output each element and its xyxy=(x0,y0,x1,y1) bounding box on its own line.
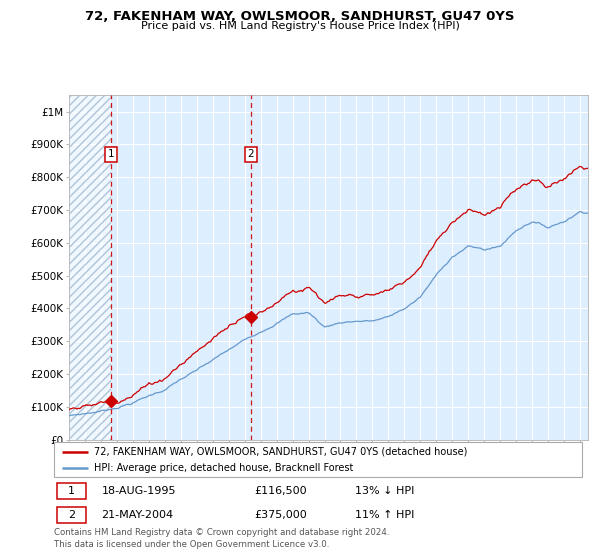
Text: 18-AUG-1995: 18-AUG-1995 xyxy=(101,486,176,496)
Text: 21-MAY-2004: 21-MAY-2004 xyxy=(101,510,173,520)
Text: HPI: Average price, detached house, Bracknell Forest: HPI: Average price, detached house, Brac… xyxy=(94,463,353,473)
Text: 1: 1 xyxy=(107,150,114,159)
Text: 2: 2 xyxy=(68,510,75,520)
Text: 72, FAKENHAM WAY, OWLSMOOR, SANDHURST, GU47 0YS (detached house): 72, FAKENHAM WAY, OWLSMOOR, SANDHURST, G… xyxy=(94,447,467,457)
Text: Price paid vs. HM Land Registry's House Price Index (HPI): Price paid vs. HM Land Registry's House … xyxy=(140,21,460,31)
Text: £116,500: £116,500 xyxy=(254,486,307,496)
FancyBboxPatch shape xyxy=(56,483,86,499)
Bar xyxy=(69,95,111,440)
Text: 13% ↓ HPI: 13% ↓ HPI xyxy=(355,486,415,496)
Text: £375,000: £375,000 xyxy=(254,510,307,520)
Text: Contains HM Land Registry data © Crown copyright and database right 2024.
This d: Contains HM Land Registry data © Crown c… xyxy=(54,528,389,549)
Bar xyxy=(69,95,111,440)
FancyBboxPatch shape xyxy=(56,507,86,524)
Text: 2: 2 xyxy=(247,150,254,159)
Text: 72, FAKENHAM WAY, OWLSMOOR, SANDHURST, GU47 0YS: 72, FAKENHAM WAY, OWLSMOOR, SANDHURST, G… xyxy=(85,10,515,23)
Text: 1: 1 xyxy=(68,486,75,496)
FancyBboxPatch shape xyxy=(54,442,582,477)
Text: 11% ↑ HPI: 11% ↑ HPI xyxy=(355,510,415,520)
